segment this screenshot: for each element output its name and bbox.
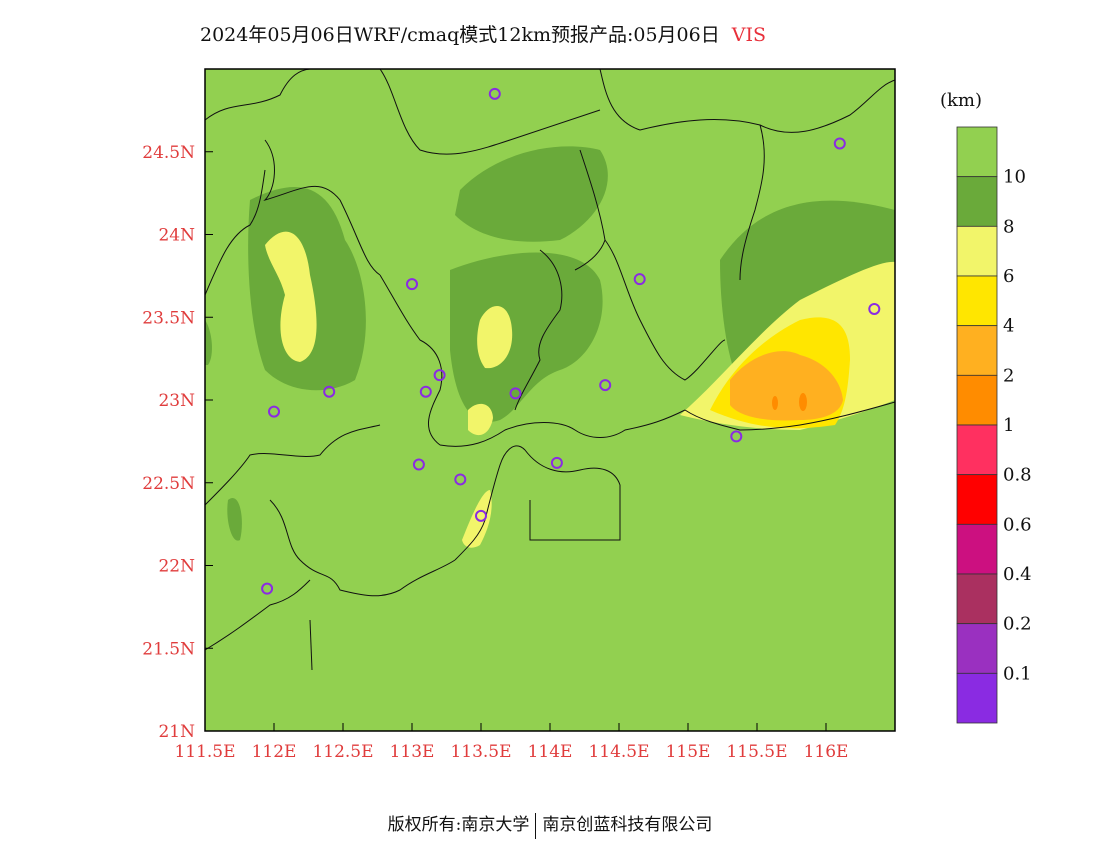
lon-tick-label: 113E [390, 742, 435, 762]
station-markers [261, 87, 881, 595]
colorbar-segment [956, 325, 998, 376]
colorbar-segment [956, 424, 998, 476]
visibility-zone-1-2 [772, 393, 807, 411]
colorbar-label: 2 [1003, 365, 1014, 386]
colorbar: 10 8 6 4 2 1 0.8 0.6 0.4 0.2 0.1 [956, 126, 1032, 724]
map-title: 2024年05月06日WRF/cmaq模式12km预报产品:05月06日 VIS [200, 20, 766, 47]
station-marker [868, 302, 881, 315]
colorbar-label: 0.1 [1003, 663, 1032, 684]
station-marker [488, 87, 501, 100]
colorbar-label: 0.2 [1003, 614, 1032, 635]
station-marker [454, 473, 467, 486]
footer-right: 南京创蓝科技有限公司 [542, 815, 713, 835]
colorbar-label: 0.4 [1003, 564, 1032, 585]
colorbar-segment [956, 474, 998, 525]
colorbar-segment [956, 623, 998, 674]
colorbar-segment [956, 225, 998, 277]
colorbar-segment [956, 523, 998, 575]
colorbar-segment [956, 573, 998, 625]
station-marker [550, 456, 563, 469]
lon-tick-label: 112.5E [312, 742, 373, 762]
colorbar-label: 1 [1003, 415, 1014, 436]
lon-tick-label: 115.5E [726, 742, 787, 762]
station-marker [419, 385, 432, 398]
lon-tick-label: 112E [252, 742, 297, 762]
station-marker [599, 379, 612, 392]
colorbar-label: 4 [1003, 316, 1014, 337]
colorbar-label: 8 [1003, 216, 1014, 237]
colorbar-label: 10 [1003, 167, 1026, 188]
latitude-axis: 24.5N 24N 23.5N 23N 22.5N 22N 21.5N 21N [142, 143, 213, 742]
lat-tick-label: 23N [158, 391, 195, 411]
title-text: 2024年05月06日WRF/cmaq模式12km预报产品:05月06日 [200, 24, 720, 46]
longitude-axis: 111.5E 112E 112.5E 113E 113.5E 114E 114.5E 115E… [174, 723, 848, 762]
lat-tick-label: 24N [158, 226, 195, 246]
lon-tick-label: 114.5E [588, 742, 649, 762]
lon-tick-label: 113.5E [450, 742, 511, 762]
station-marker [406, 278, 418, 291]
station-marker [475, 509, 487, 522]
colorbar-label: 0.6 [1003, 514, 1032, 535]
station-marker [323, 385, 336, 398]
colorbar-segment [956, 374, 998, 426]
title-variable: VIS [731, 24, 766, 46]
footer-separator [535, 812, 537, 839]
lat-tick-label: 21N [158, 722, 195, 742]
visibility-zone-2-4 [730, 351, 843, 421]
lat-tick-label: 24.5N [142, 143, 195, 163]
lat-tick-label: 21.5N [142, 639, 195, 659]
colorbar-segment [956, 275, 998, 327]
colorbar-label: 6 [1003, 266, 1014, 287]
footer-left: 版权所有:南京大学 [387, 815, 530, 835]
station-marker [633, 273, 646, 286]
station-marker [433, 369, 446, 382]
footer-copyright: 版权所有:南京大学 南京创蓝科技有限公司 [0, 810, 1100, 839]
colorbar-segment [956, 126, 998, 178]
station-marker [268, 405, 280, 418]
lat-tick-label: 22.5N [142, 474, 195, 494]
station-marker [730, 430, 743, 443]
colorbar-unit: (km) [940, 90, 983, 111]
lon-tick-label: 114E [528, 742, 573, 762]
station-marker [833, 137, 846, 150]
boundaries [204, 68, 896, 671]
station-marker [509, 387, 522, 400]
station-marker [261, 582, 274, 595]
colorbar-segment [956, 672, 998, 724]
lon-tick-label: 116E [804, 742, 849, 762]
lat-tick-label: 22N [158, 557, 195, 577]
colorbar-segment [956, 176, 998, 227]
lat-tick-label: 23.5N [142, 308, 195, 328]
station-marker [412, 458, 425, 471]
lon-tick-label: 115E [666, 742, 711, 762]
colorbar-label: 0.8 [1003, 465, 1032, 486]
lon-tick-label: 111.5E [174, 742, 235, 762]
